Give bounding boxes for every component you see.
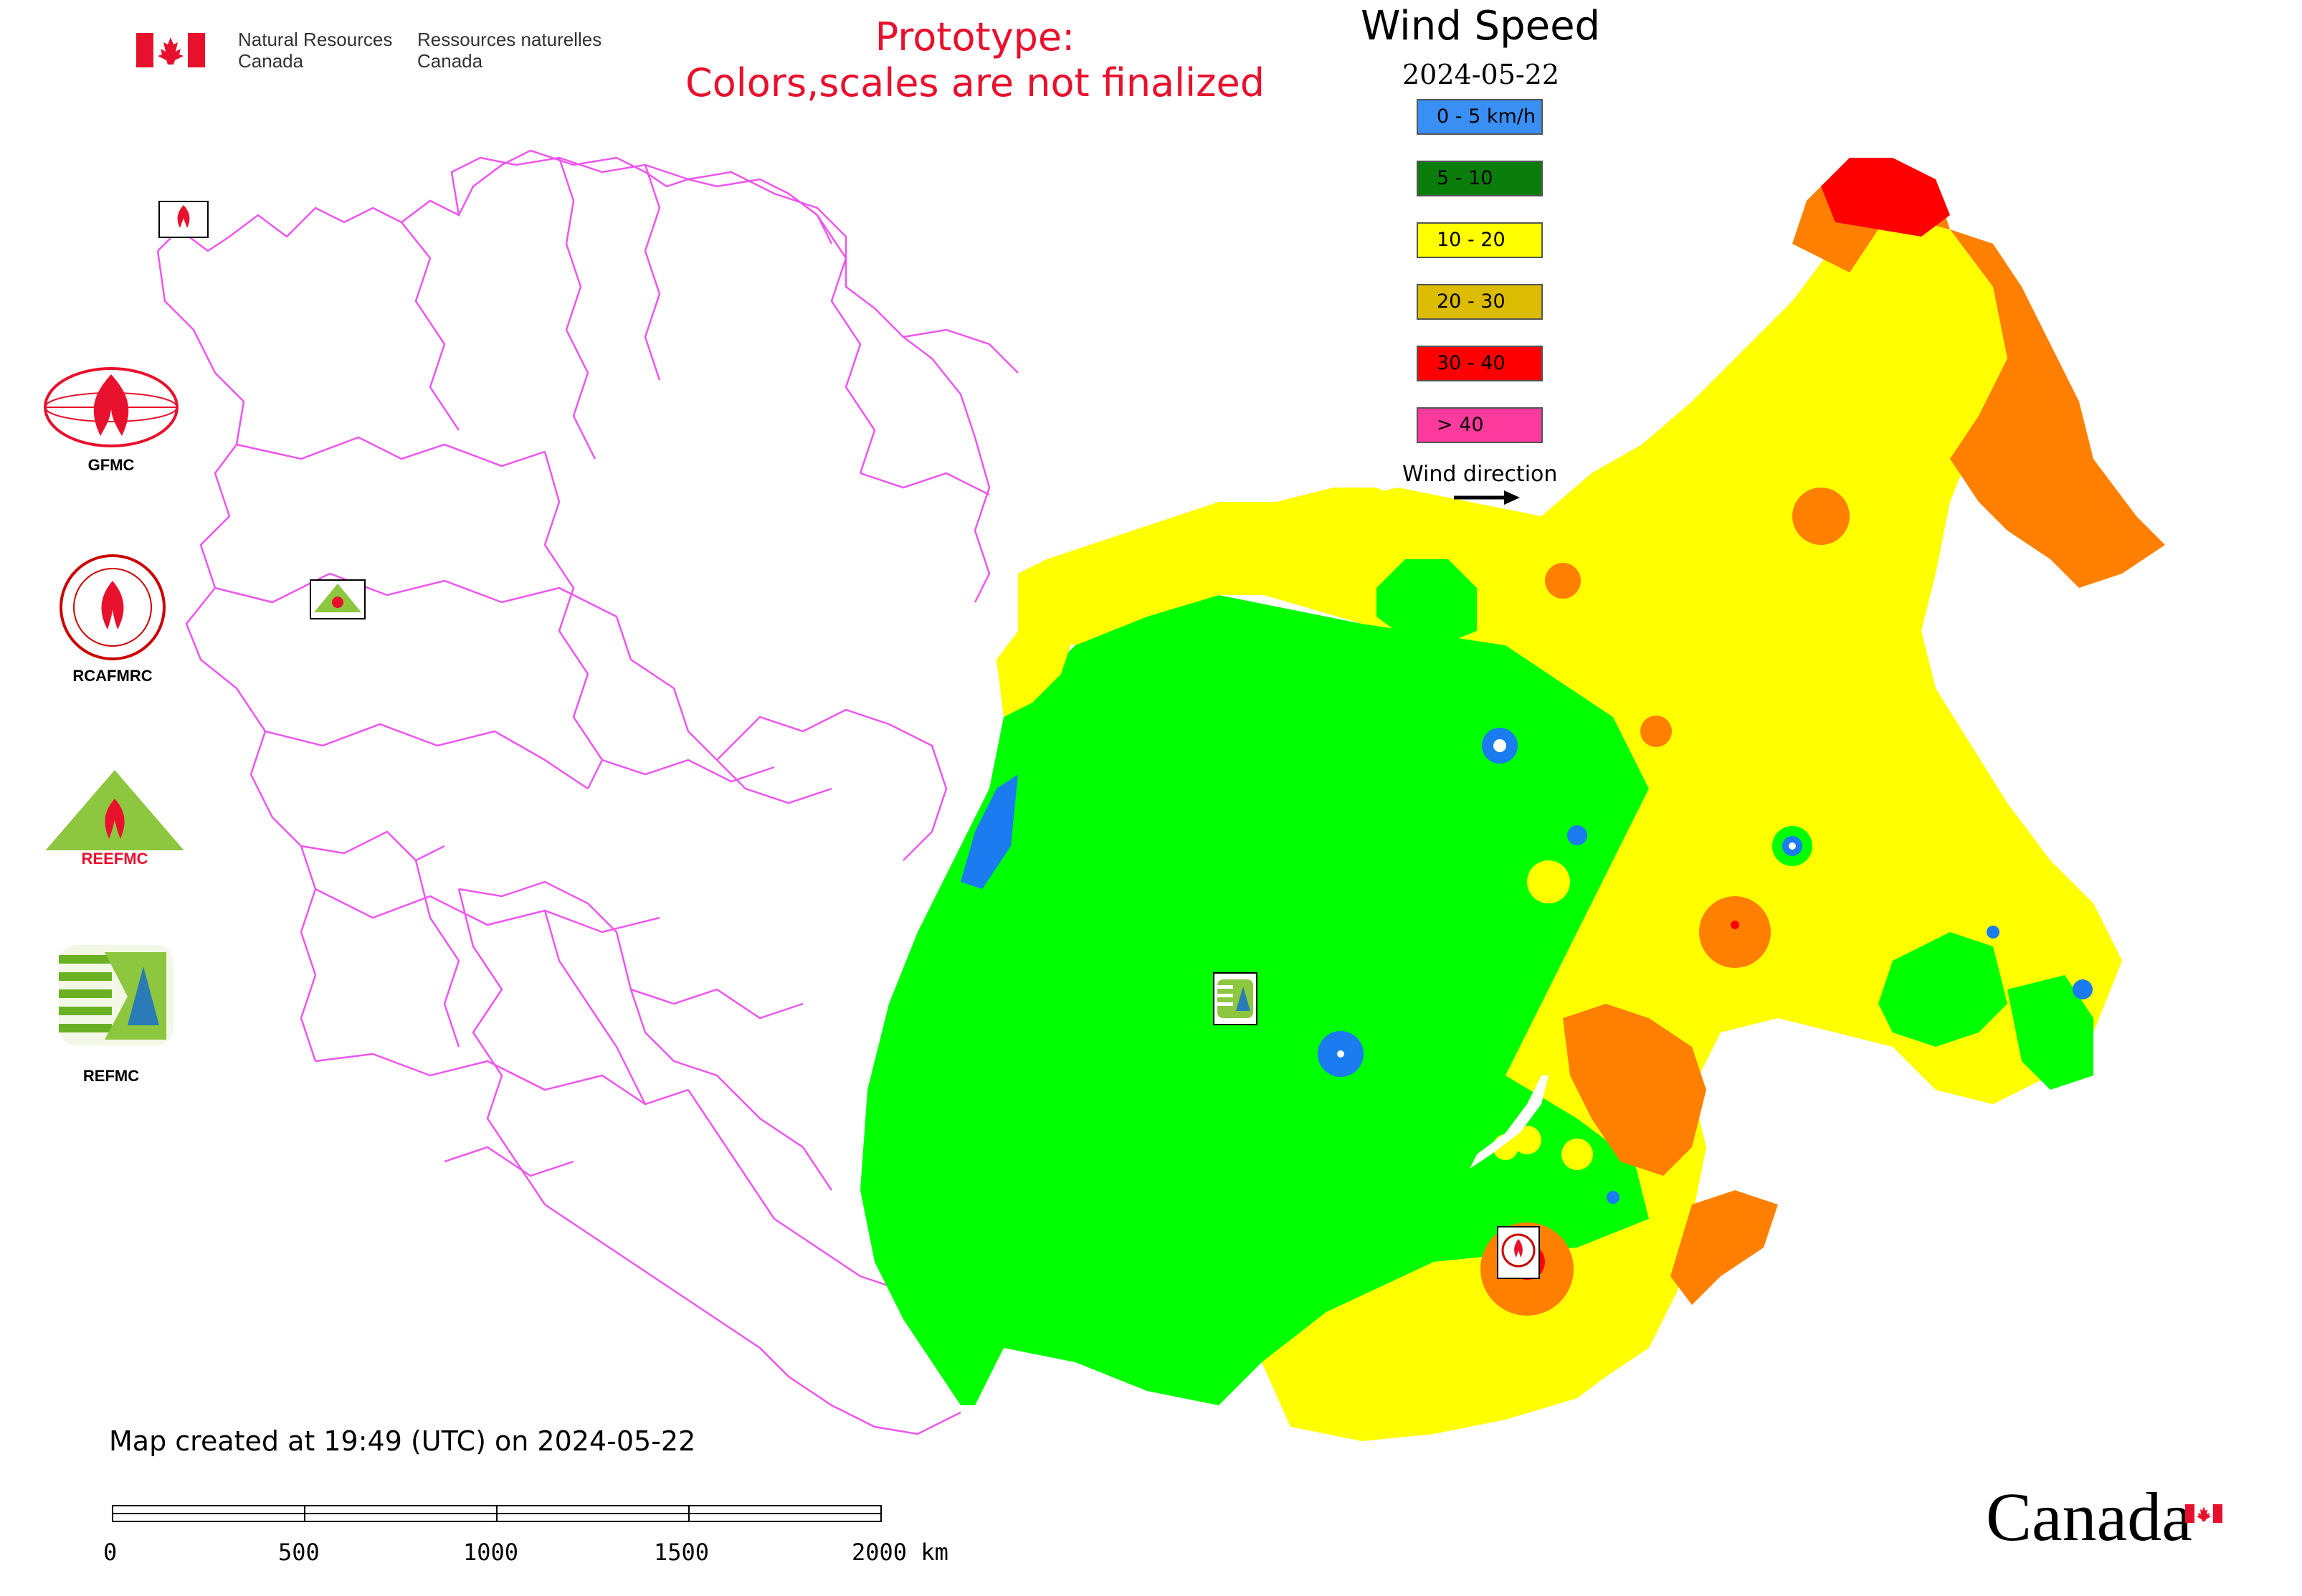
scale-label-0: 0	[103, 1539, 118, 1566]
wind-field	[860, 158, 2165, 1441]
scale-label-500: 500	[278, 1539, 320, 1566]
wind-zone-10-20	[1190, 215, 2122, 1441]
canada-wordmark: Canada	[1986, 1478, 2192, 1555]
logo-label-refmc: REFMC	[82, 1067, 140, 1085]
reefmc-marker-icon[interactable]	[310, 579, 366, 619]
refmc-sigma-icon	[59, 945, 173, 1048]
wind-zone-20-30	[1893, 186, 2165, 588]
wind-zone-0-5	[961, 774, 1018, 889]
legend-item-3: 20 - 30	[1417, 284, 1543, 320]
canada-flag-icon	[136, 33, 205, 67]
wind-direction-label: Wind direction	[1402, 462, 1558, 487]
scale-bar	[112, 1505, 882, 1522]
reefmc-triangle-icon: REEFMC	[39, 767, 191, 870]
legend-item-4: 30 - 40	[1417, 346, 1543, 381]
refmc-marker-icon[interactable]	[1213, 972, 1257, 1025]
scale-label-2000: 2000 km	[852, 1539, 948, 1566]
prototype-line-1: Prototype:	[875, 14, 1075, 60]
gfmc-marker-icon[interactable]	[158, 201, 209, 238]
legend-item-1: 5 - 10	[1417, 161, 1543, 196]
agency-name-en: Natural Resources Canada	[238, 29, 393, 72]
logo-label-gfmc: GFMC	[87, 456, 135, 474]
gfmc-flame-globe-icon	[42, 364, 181, 453]
legend-item-5: > 40	[1417, 407, 1543, 443]
prototype-line-2: Colors,scales are not finalized	[685, 60, 1265, 105]
scale-label-1500: 1500	[654, 1539, 710, 1566]
scale-label-1000: 1000	[463, 1539, 519, 1566]
rcafmrc-marker-icon[interactable]	[1497, 1226, 1540, 1279]
legend-item-0: 0 - 5 km/h	[1417, 99, 1543, 135]
legend-date: 2024-05-22	[1402, 59, 1560, 90]
country-borders-north	[401, 149, 1019, 496]
map-created-timestamp: Map created at 19:49 (UTC) on 2024-05-22	[109, 1425, 696, 1457]
wind-direction-arrow-icon	[1454, 490, 1520, 505]
prototype-notice: Prototype: Colors,scales are not finaliz…	[645, 14, 1305, 106]
canada-wordmark-flag-icon	[2185, 1504, 2222, 1526]
country-borders-west	[156, 156, 991, 1435]
wind-zone-30-40	[1821, 158, 1950, 237]
rcafmrc-seal-icon	[57, 552, 168, 665]
svg-text:REEFMC: REEFMC	[82, 850, 148, 868]
legend-item-2: 10 - 20	[1417, 222, 1543, 258]
legend-title: Wind Speed	[1361, 3, 1601, 49]
logo-label-rcafmrc: RCAFMRC	[72, 667, 153, 685]
agency-name-fr: Ressources naturelles Canada	[417, 29, 602, 72]
